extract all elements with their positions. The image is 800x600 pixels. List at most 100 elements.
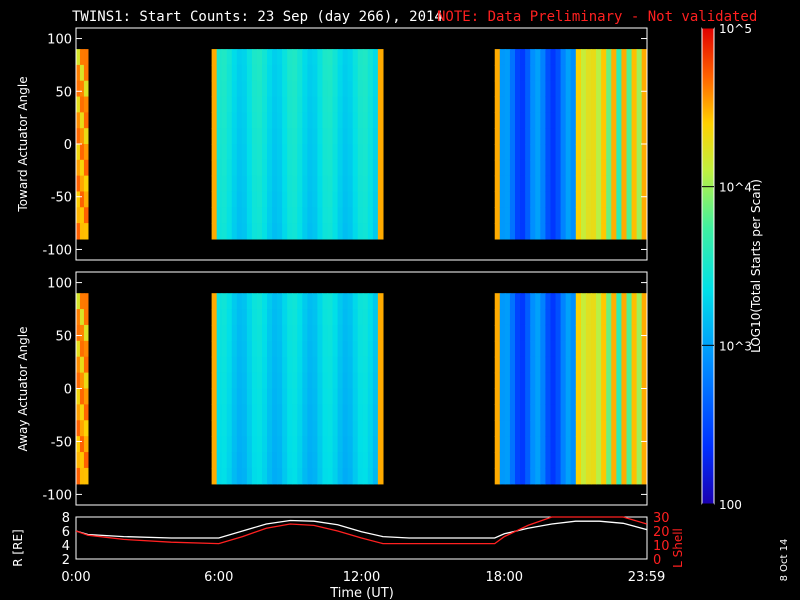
heatmap-cell (601, 293, 607, 310)
heatmap-cell (216, 356, 223, 374)
heatmap-cell (525, 112, 531, 129)
heatmap-cell (555, 112, 562, 129)
heatmap-cell (596, 372, 602, 390)
heatmap-cell (352, 420, 359, 437)
heatmap-cell (540, 144, 547, 161)
heatmap-cell (565, 293, 572, 310)
heatmap-cell (236, 324, 243, 342)
heatmap-cell (580, 80, 587, 98)
heatmap-cell (342, 223, 349, 240)
heatmap-cell (211, 324, 218, 342)
heatmap-cell (287, 324, 293, 342)
heatmap-cell (631, 452, 638, 469)
heatmap-cell (236, 144, 243, 161)
heatmap-cell (287, 64, 293, 82)
heatmap-cell (570, 372, 577, 390)
heatmap-cell (332, 309, 339, 326)
heatmap-cell (256, 80, 263, 98)
heatmap-cell (216, 128, 223, 145)
heatmap-cell (550, 64, 557, 82)
heatmap-cell (236, 356, 243, 374)
heatmap-cell (211, 309, 218, 326)
heatmap-cell (601, 223, 607, 240)
heatmap-cell (211, 159, 218, 177)
heatmap-cell (83, 372, 89, 390)
heatmap-cell (611, 112, 617, 129)
heatmap-cell (287, 191, 293, 208)
heatmap-cell (322, 175, 329, 193)
heatmap-cell (362, 324, 369, 342)
heatmap-cell (367, 420, 374, 437)
heatmap-cell (216, 436, 223, 453)
heatmap-cell (236, 64, 243, 82)
heatmap-cell (83, 223, 89, 240)
heatmap-cell (515, 223, 521, 240)
heatmap-cell (560, 467, 567, 485)
y-tick-label: 50 (55, 85, 72, 100)
heatmap-cell (76, 96, 81, 113)
heatmap-cell (261, 175, 268, 193)
heatmap-cell (256, 128, 263, 145)
heatmap-cell (585, 420, 592, 437)
heatmap-cell (601, 128, 607, 145)
heatmap-cell (272, 340, 278, 358)
heatmap-cell (292, 49, 298, 66)
heatmap-cell (545, 467, 552, 485)
heatmap-cell (621, 49, 628, 66)
heatmap-cell (357, 191, 364, 208)
heatmap-cell (377, 49, 384, 66)
heatmap-cell (277, 372, 283, 390)
heatmap-cell (565, 159, 572, 177)
heatmap-cell (565, 64, 572, 82)
heatmap-cell (216, 159, 223, 177)
heatmap-cell (297, 356, 303, 374)
heatmap-cell (525, 80, 531, 98)
heatmap-cell (362, 309, 369, 326)
heatmap-cell (555, 356, 562, 374)
heatmap-cell (580, 293, 587, 310)
heatmap-cell (256, 175, 263, 193)
heatmap-cell (520, 144, 526, 161)
heatmap-cell (347, 175, 354, 193)
heatmap-cell (357, 128, 364, 145)
heatmap-cell (287, 436, 293, 453)
heatmap-cell (560, 388, 567, 405)
heatmap-cell (499, 128, 506, 145)
heatmap-cell (520, 452, 526, 469)
heatmap-cell (499, 64, 506, 82)
heatmap-cell (277, 207, 283, 224)
heatmap-cell (221, 309, 228, 326)
heatmap-cell (83, 388, 89, 405)
heatmap-cell (337, 404, 344, 421)
heatmap-cell (337, 207, 344, 224)
heatmap-cell (292, 144, 298, 161)
heatmap-cell (347, 467, 354, 485)
heatmap-cell (277, 223, 283, 240)
heatmap-cell (540, 420, 547, 437)
heatmap-cell (352, 372, 359, 390)
heatmap-cell (580, 223, 587, 240)
heatmap-cell (246, 191, 253, 208)
heatmap-cell (216, 452, 223, 469)
heatmap-cell (236, 96, 243, 113)
heatmap-cell (525, 159, 531, 177)
heatmap-cell (256, 340, 263, 358)
heatmap-cell (611, 80, 617, 98)
heatmap-cell (545, 64, 552, 82)
heatmap-cell (377, 388, 384, 405)
heatmap-cell (631, 191, 638, 208)
heatmap-cell (267, 80, 273, 98)
heatmap-cell (302, 223, 308, 240)
heatmap-cell (535, 436, 541, 453)
heatmap-cell (312, 175, 319, 193)
heatmap-cell (575, 128, 582, 145)
heatmap-cell (79, 452, 85, 469)
heatmap-cell (565, 49, 572, 66)
heatmap-cell (211, 436, 218, 453)
heatmap-cell (540, 80, 547, 98)
heatmap-cell (596, 207, 602, 224)
heatmap-cell (372, 112, 379, 129)
heatmap-cell (261, 309, 268, 326)
heatmap-cell (575, 144, 582, 161)
heatmap-cell (251, 96, 258, 113)
